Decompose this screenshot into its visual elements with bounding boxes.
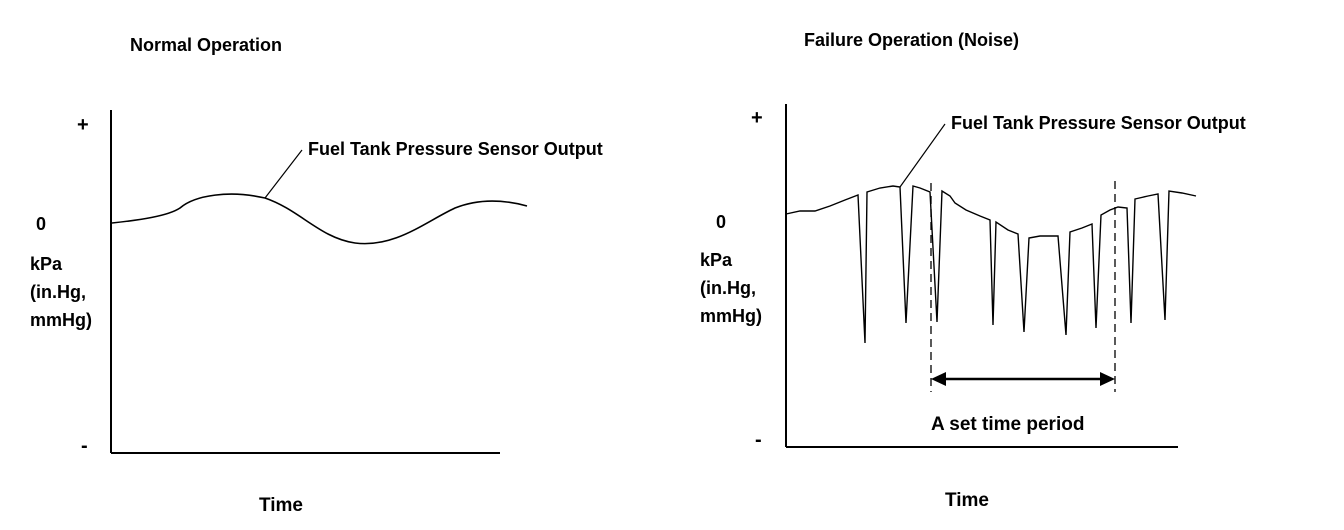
period-arrow-right-head (1100, 372, 1115, 386)
right-curve-label: Fuel Tank Pressure Sensor Output (951, 113, 1246, 133)
period-arrow-left-head (931, 372, 946, 386)
left-x-label: Time (259, 495, 303, 516)
right-y-unit-inhg: (in.Hg, (700, 278, 756, 298)
right-curve-leader-line (899, 123, 946, 188)
right-y-unit-kpa: kPa (700, 250, 733, 270)
left-curve-leader-line (264, 149, 303, 199)
left-y-minus: - (81, 435, 88, 457)
failure-operation-panel: Failure Operation (Noise) + 0 - kPa (in.… (700, 30, 1246, 511)
period-label: A set time period (931, 414, 1084, 435)
right-x-label: Time (945, 490, 989, 511)
left-y-unit-kpa: kPa (30, 254, 63, 274)
right-y-zero: 0 (716, 212, 726, 232)
left-y-zero: 0 (36, 214, 46, 234)
normal-operation-title: Normal Operation (130, 35, 282, 55)
left-sensor-output-curve (111, 193, 528, 245)
right-sensor-output-noisy-curve (785, 185, 1197, 344)
right-y-plus: + (751, 107, 763, 129)
right-y-unit-mmhg: mmHg) (700, 306, 762, 326)
left-y-plus: + (77, 114, 89, 136)
left-y-unit-inhg: (in.Hg, (30, 282, 86, 302)
failure-operation-title: Failure Operation (Noise) (804, 30, 1019, 50)
left-curve-label: Fuel Tank Pressure Sensor Output (308, 139, 603, 159)
right-y-minus: - (755, 429, 762, 451)
normal-operation-panel: Normal Operation + 0 - kPa (in.Hg, mmHg)… (30, 35, 603, 516)
left-y-unit-mmhg: mmHg) (30, 310, 92, 330)
